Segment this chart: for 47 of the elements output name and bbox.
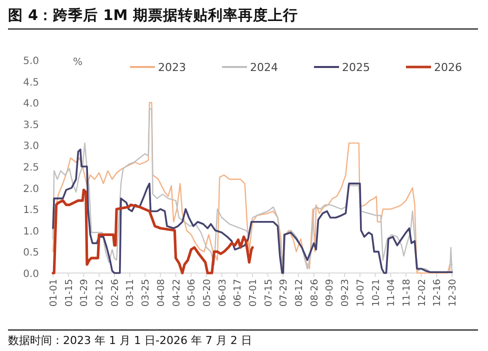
y-tick-label: 5.0 xyxy=(23,56,39,67)
x-tick-label: 07-01 xyxy=(248,279,259,307)
x-tick-label: 01-15 xyxy=(64,279,75,307)
x-tick-label: 07-29 xyxy=(278,279,290,307)
x-tick-label: 02-12 xyxy=(94,279,106,307)
x-tick-label: 07-15 xyxy=(263,279,274,307)
x-tick-label: 06-03 xyxy=(217,279,228,307)
legend-label: 2025 xyxy=(342,61,370,74)
legend-label: 2026 xyxy=(434,61,462,74)
y-tick-label: 4.0 xyxy=(23,98,39,110)
x-tick-label: 08-26 xyxy=(309,279,320,307)
x-tick-label: 06-17 xyxy=(232,279,244,307)
line-series xyxy=(52,148,453,274)
x-tick-label: 02-26 xyxy=(110,279,121,307)
y-tick-label: 0.0 xyxy=(23,269,39,280)
x-tick-label: 01-01 xyxy=(48,279,60,307)
x-tick-label: 05-06 xyxy=(186,279,198,307)
y-tick-label: 2.5 xyxy=(23,162,39,174)
chart-title: 图 4：跨季后 1M 期票据转贴利率再度上行 xyxy=(8,6,298,24)
x-tick-label: 03-25 xyxy=(140,279,152,307)
x-tick-label: 01-29 xyxy=(79,279,90,307)
x-tick-label: 12-16 xyxy=(432,279,444,307)
legend-label: 2023 xyxy=(158,61,186,74)
x-tick-label: 09-23 xyxy=(340,279,352,307)
legend-label: 2024 xyxy=(250,61,278,74)
x-tick-label: 03-11 xyxy=(125,279,136,307)
x-tick-label: 12-30 xyxy=(448,279,458,307)
x-tick-label: 09-09 xyxy=(324,279,336,307)
x-tick-label: 12-02 xyxy=(416,279,428,307)
y-tick-label: 3.5 xyxy=(23,120,39,131)
x-tick-label: 04-08 xyxy=(156,279,167,307)
y-tick-label: 0.5 xyxy=(23,248,39,259)
x-tick-label: 11-04 xyxy=(386,279,398,307)
y-tick-label: 1.0 xyxy=(23,226,39,238)
line-series xyxy=(52,188,254,274)
x-tick-label: 04-22 xyxy=(171,279,182,307)
y-tick-label: 2.0 xyxy=(23,184,39,195)
y-tick-label: 3.0 xyxy=(23,141,39,152)
x-tick-label: 10-21 xyxy=(370,279,382,307)
x-tick-label: 08-12 xyxy=(294,279,306,307)
x-tick-label: 11-18 xyxy=(401,279,412,307)
y-tick-label: 4.5 xyxy=(23,77,39,88)
x-tick-label: 10-07 xyxy=(355,279,366,307)
y-axis-title: % xyxy=(73,57,83,68)
x-tick-label: 05-20 xyxy=(202,279,213,307)
y-tick-label: 1.5 xyxy=(23,205,39,216)
text: 数据时间：2023 年 1 月 1 日-2026 年 7 月 2 日 xyxy=(8,334,252,347)
